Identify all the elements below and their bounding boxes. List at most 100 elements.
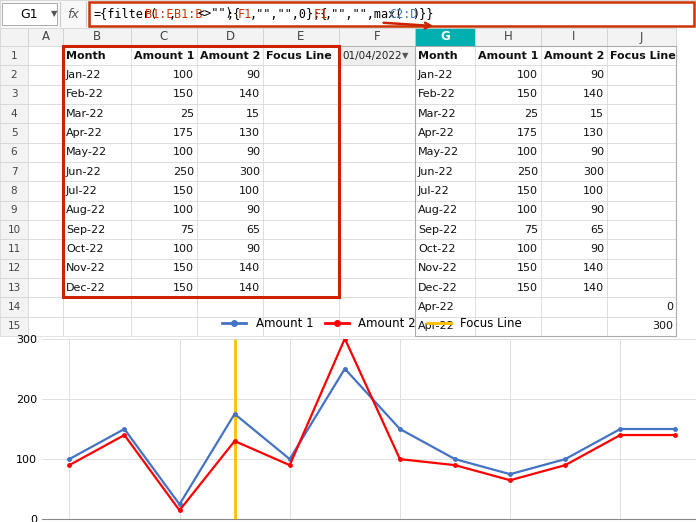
- Bar: [28, 143, 63, 162]
- Bar: [131, 143, 197, 162]
- Bar: [541, 259, 607, 278]
- Text: Oct-22: Oct-22: [418, 244, 455, 254]
- Text: F1: F1: [313, 7, 328, 20]
- Text: 140: 140: [239, 283, 260, 293]
- Bar: [131, 162, 197, 181]
- Bar: [0, 162, 28, 181]
- Amount 1: [340, 365, 349, 372]
- Amount 1: [396, 426, 404, 432]
- Text: 150: 150: [173, 263, 194, 274]
- Bar: [197, 278, 263, 298]
- Text: Nov-22: Nov-22: [66, 263, 106, 274]
- Bar: [263, 181, 339, 200]
- Bar: [339, 181, 415, 200]
- Text: Amount 2: Amount 2: [544, 51, 604, 61]
- Text: Aug-22: Aug-22: [418, 205, 458, 216]
- Text: A: A: [42, 30, 49, 43]
- Bar: [475, 85, 541, 104]
- Bar: [63, 123, 131, 143]
- Bar: [0, 239, 28, 259]
- Bar: [131, 220, 197, 239]
- Bar: [131, 85, 197, 104]
- Bar: [63, 85, 131, 104]
- Text: ={filter(: ={filter(: [93, 7, 157, 20]
- Text: Focus Line: Focus Line: [266, 51, 332, 61]
- Bar: [415, 200, 475, 220]
- Bar: [131, 28, 197, 46]
- Bar: [131, 123, 197, 143]
- Text: 75: 75: [524, 224, 538, 235]
- Bar: [475, 28, 541, 46]
- Text: )}}: )}}: [412, 7, 434, 20]
- Bar: [541, 143, 607, 162]
- Text: 6: 6: [10, 147, 17, 157]
- Bar: [541, 104, 607, 123]
- Amount 2: [616, 432, 624, 438]
- Text: 90: 90: [590, 147, 604, 157]
- Bar: [28, 317, 63, 336]
- Amount 1: [175, 501, 184, 507]
- Bar: [607, 46, 676, 65]
- Bar: [339, 259, 415, 278]
- Text: 2: 2: [10, 70, 17, 80]
- Line: Amount 1: Amount 1: [68, 367, 677, 506]
- Text: 0: 0: [666, 302, 673, 312]
- Text: 4: 4: [10, 109, 17, 118]
- Amount 2: [451, 462, 459, 468]
- Bar: [28, 181, 63, 200]
- Bar: [541, 181, 607, 200]
- Bar: [0, 298, 28, 317]
- Text: 90: 90: [590, 244, 604, 254]
- Text: Apr-22: Apr-22: [418, 302, 454, 312]
- Amount 1: [120, 426, 129, 432]
- Bar: [131, 259, 197, 278]
- Bar: [197, 239, 263, 259]
- Bar: [131, 317, 197, 336]
- Text: 90: 90: [246, 244, 260, 254]
- Bar: [541, 278, 607, 298]
- Text: Apr-22: Apr-22: [418, 322, 454, 331]
- Text: Jul-22: Jul-22: [418, 186, 450, 196]
- Bar: [415, 46, 676, 336]
- Text: Aug-22: Aug-22: [66, 205, 106, 216]
- Text: 11: 11: [8, 244, 21, 254]
- Bar: [197, 220, 263, 239]
- Text: Dec-22: Dec-22: [418, 283, 458, 293]
- Bar: [28, 259, 63, 278]
- Bar: [607, 239, 676, 259]
- Bar: [197, 181, 263, 200]
- Bar: [475, 123, 541, 143]
- Bar: [415, 46, 475, 65]
- Text: 300: 300: [583, 167, 604, 176]
- Bar: [607, 220, 676, 239]
- Bar: [339, 123, 415, 143]
- Bar: [0, 143, 28, 162]
- Text: 100: 100: [173, 70, 194, 80]
- Bar: [541, 65, 607, 85]
- Bar: [63, 317, 131, 336]
- Text: 90: 90: [590, 205, 604, 216]
- Text: B1:E: B1:E: [145, 7, 174, 20]
- Text: 01/04/2022: 01/04/2022: [342, 51, 402, 61]
- Bar: [607, 278, 676, 298]
- Bar: [339, 278, 415, 298]
- Amount 1: [616, 426, 624, 432]
- Text: Mar-22: Mar-22: [418, 109, 457, 118]
- Bar: [415, 85, 475, 104]
- Bar: [197, 317, 263, 336]
- Amount 1: [561, 456, 569, 462]
- Bar: [263, 123, 339, 143]
- Bar: [475, 298, 541, 317]
- Text: 75: 75: [180, 224, 194, 235]
- Text: 150: 150: [173, 186, 194, 196]
- Bar: [415, 104, 475, 123]
- Text: fx: fx: [67, 7, 79, 20]
- Text: Mar-22: Mar-22: [66, 109, 104, 118]
- Text: 90: 90: [246, 70, 260, 80]
- Bar: [197, 162, 263, 181]
- Text: 140: 140: [239, 263, 260, 274]
- Bar: [339, 28, 415, 46]
- Bar: [197, 85, 263, 104]
- Bar: [263, 104, 339, 123]
- Bar: [263, 298, 339, 317]
